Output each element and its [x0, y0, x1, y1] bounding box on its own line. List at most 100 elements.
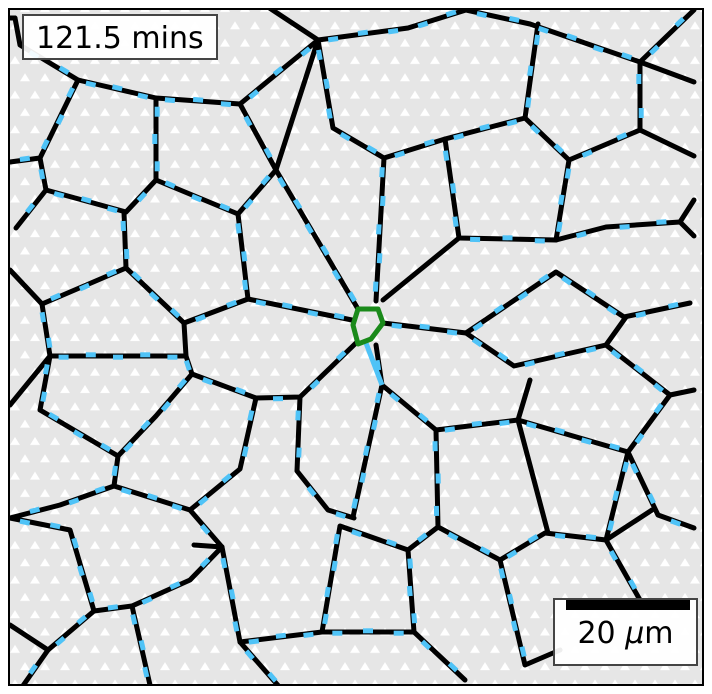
edge-marker: [442, 150, 450, 161]
edge-marker: [192, 96, 204, 103]
edge-marker: [242, 279, 249, 291]
edge-marker: [49, 292, 62, 302]
scale-unit-suffix: m: [644, 616, 674, 651]
edge-marker: [554, 427, 566, 435]
edge-marker: [538, 273, 550, 284]
edge-marker: [85, 80, 97, 88]
edge-marker: [78, 282, 91, 292]
highlight-cell: [350, 306, 386, 347]
edge-marker: [630, 462, 639, 474]
edge-marker: [389, 392, 401, 403]
edge-marker: [87, 591, 95, 603]
edge-marker: [131, 271, 142, 282]
edge-marker: [417, 412, 429, 423]
edge-marker: [333, 312, 345, 320]
edge-marker: [619, 224, 630, 230]
cell-edge: [515, 417, 551, 536]
edge-marker: [28, 663, 38, 675]
edge-marker: [76, 614, 88, 625]
edge-marker: [370, 419, 378, 431]
edge-marker: [648, 44, 660, 56]
edge-marker: [634, 432, 645, 444]
edge-marker: [558, 194, 565, 206]
edge-marker: [39, 311, 47, 323]
edge-marker: [506, 593, 515, 605]
edge-marker: [385, 538, 397, 547]
edge-marker: [506, 549, 518, 560]
cell-edge: [380, 269, 693, 336]
edge-marker: [417, 20, 429, 29]
edge-marker: [275, 632, 287, 639]
edge-marker: [635, 311, 647, 319]
edge-marker: [653, 382, 665, 393]
edge-marker: [331, 269, 342, 281]
cell-edge: [9, 622, 51, 653]
edge-marker: [554, 532, 566, 539]
edge-marker: [450, 183, 457, 194]
edge-marker: [38, 168, 46, 180]
edge-marker: [479, 123, 491, 132]
edge-marker: [123, 441, 134, 453]
edge-marker: [326, 108, 333, 119]
edge-marker: [263, 147, 273, 159]
edge-marker: [241, 251, 248, 262]
edge-marker: [232, 621, 240, 632]
edge-marker: [419, 323, 430, 330]
edge-marker: [519, 646, 527, 658]
edge-marker: [363, 342, 385, 386]
edge-marker: [107, 604, 119, 611]
edge-marker: [190, 193, 203, 203]
edge-marker: [146, 493, 158, 501]
edge-marker: [323, 78, 330, 90]
edge-marker: [585, 534, 597, 541]
cell-edge: [625, 449, 697, 531]
cell-edge: [273, 167, 361, 312]
edge-marker: [71, 537, 79, 549]
edge-marker: [272, 65, 284, 77]
edge-marker: [160, 400, 172, 412]
edge-marker: [372, 281, 379, 292]
edge-marker: [111, 465, 118, 477]
edge-marker: [376, 224, 382, 235]
edge-marker: [606, 305, 618, 316]
edge-marker: [304, 222, 314, 235]
edge-marker: [327, 36, 339, 43]
edge-marker: [300, 46, 312, 57]
edge-marker: [316, 49, 323, 61]
edge-marker: [335, 350, 347, 361]
cell-edge: [603, 537, 643, 603]
edge-marker: [529, 124, 541, 135]
edge-marker: [45, 337, 53, 349]
edge-marker: [141, 596, 153, 605]
edge-marker: [527, 533, 539, 544]
edge-marker: [670, 518, 682, 527]
edge-marker: [148, 291, 160, 302]
edge-marker: [564, 168, 572, 179]
edge-marker: [320, 244, 330, 257]
edge-marker: [296, 447, 302, 458]
edge-marker: [471, 420, 483, 427]
edge-marker: [324, 586, 331, 598]
edge-marker: [228, 588, 236, 600]
edge-marker: [394, 150, 406, 159]
edge-marker: [575, 230, 587, 239]
edge-marker: [322, 613, 329, 625]
scale-bar: [566, 600, 690, 610]
edge-marker: [100, 442, 112, 452]
timestamp-label: 121.5 mins: [22, 14, 218, 60]
edge-marker: [136, 191, 148, 203]
edge-marker: [406, 585, 413, 597]
edge-marker: [105, 268, 118, 278]
edge-marker: [234, 386, 246, 395]
edge-marker: [19, 518, 31, 526]
edge-marker: [164, 180, 176, 189]
scale-bar-legend: 20 μm: [553, 598, 698, 666]
edge-marker: [556, 221, 563, 233]
edge-marker: [226, 299, 238, 308]
edge-marker: [508, 15, 520, 23]
edge-marker: [447, 661, 459, 673]
edge-marker: [357, 29, 369, 36]
edge-marker: [68, 497, 80, 506]
edge-marker: [339, 131, 351, 142]
